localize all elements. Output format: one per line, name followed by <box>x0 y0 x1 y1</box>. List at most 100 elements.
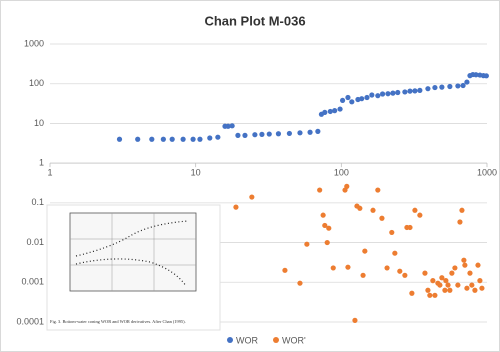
point <box>197 137 202 142</box>
point <box>417 88 422 93</box>
point <box>359 96 364 101</box>
inset-caption: Fig. 3. Bottom-water coning WOR and WOR … <box>50 319 186 324</box>
point <box>357 206 362 211</box>
point <box>307 130 312 135</box>
point <box>475 263 480 268</box>
point <box>332 108 337 113</box>
point <box>459 208 464 213</box>
point <box>469 282 474 287</box>
point <box>425 86 430 91</box>
point <box>233 205 238 210</box>
point <box>161 137 166 142</box>
point <box>360 273 365 278</box>
y-tick-label: 0.1 <box>31 197 44 207</box>
point <box>322 110 327 115</box>
x-tick-label: 100 <box>334 168 349 178</box>
point <box>326 226 331 231</box>
point <box>325 240 330 245</box>
point <box>390 91 395 96</box>
y-tick-label: 100 <box>29 78 44 88</box>
point <box>304 242 309 247</box>
y-tick-label: 10 <box>34 118 44 128</box>
point <box>235 133 240 138</box>
x-tick-label: 10 <box>191 168 201 178</box>
point <box>397 269 402 274</box>
point <box>422 271 427 276</box>
point <box>276 131 281 136</box>
point <box>328 109 333 114</box>
point <box>430 278 435 283</box>
point <box>337 106 342 111</box>
point <box>407 89 412 94</box>
point <box>340 98 345 103</box>
point <box>417 213 422 218</box>
point <box>345 95 350 100</box>
point <box>445 282 450 287</box>
point <box>472 288 477 293</box>
point <box>479 286 484 291</box>
point <box>135 137 140 142</box>
point <box>457 219 462 224</box>
point <box>461 258 466 263</box>
point <box>392 251 397 256</box>
point <box>412 208 417 213</box>
x-tick-label: 1 <box>47 168 52 178</box>
point <box>437 282 442 287</box>
point <box>267 131 272 136</box>
point <box>407 225 412 230</box>
point <box>427 293 432 298</box>
point <box>331 265 336 270</box>
point <box>379 216 384 221</box>
point <box>443 278 448 283</box>
point <box>369 92 374 97</box>
point <box>364 95 369 100</box>
point <box>402 89 407 94</box>
point <box>230 123 235 128</box>
point <box>442 288 447 293</box>
point <box>447 288 452 293</box>
legend-label: WOR <box>236 335 258 345</box>
point <box>432 85 437 90</box>
legend-marker <box>227 337 233 343</box>
point <box>349 99 354 104</box>
point <box>252 132 257 137</box>
point <box>439 85 444 90</box>
legend-marker <box>273 337 279 343</box>
point <box>477 278 482 283</box>
point <box>321 213 326 218</box>
point <box>375 187 380 192</box>
point <box>345 265 350 270</box>
y-tick-label: 1 <box>39 158 44 168</box>
point <box>455 83 460 88</box>
point <box>447 84 452 89</box>
y-tick-label: 0.01 <box>26 237 44 247</box>
chart-title: Chan Plot M-036 <box>204 13 305 28</box>
y-tick-label: 0.0001 <box>16 316 44 326</box>
y-tick-label: 1000 <box>24 38 44 48</box>
point <box>455 282 460 287</box>
inset-figure: Fig. 3. Bottom-water coning WOR and WOR … <box>47 205 220 330</box>
point <box>462 263 467 268</box>
point <box>449 271 454 276</box>
point <box>207 135 212 140</box>
point <box>452 265 457 270</box>
point <box>297 281 302 286</box>
x-tick-label: 1000 <box>477 168 497 178</box>
y-tick-label: 0.001 <box>21 277 44 287</box>
point <box>170 137 175 142</box>
point <box>317 187 322 192</box>
point <box>395 90 400 95</box>
point <box>432 293 437 298</box>
point <box>370 208 375 213</box>
point <box>464 286 469 291</box>
point <box>344 184 349 189</box>
point <box>249 194 254 199</box>
point <box>297 130 302 135</box>
point <box>375 93 380 98</box>
point <box>384 265 389 270</box>
point <box>362 248 367 253</box>
point <box>467 271 472 276</box>
point <box>315 129 320 134</box>
point <box>425 288 430 293</box>
point <box>385 91 390 96</box>
